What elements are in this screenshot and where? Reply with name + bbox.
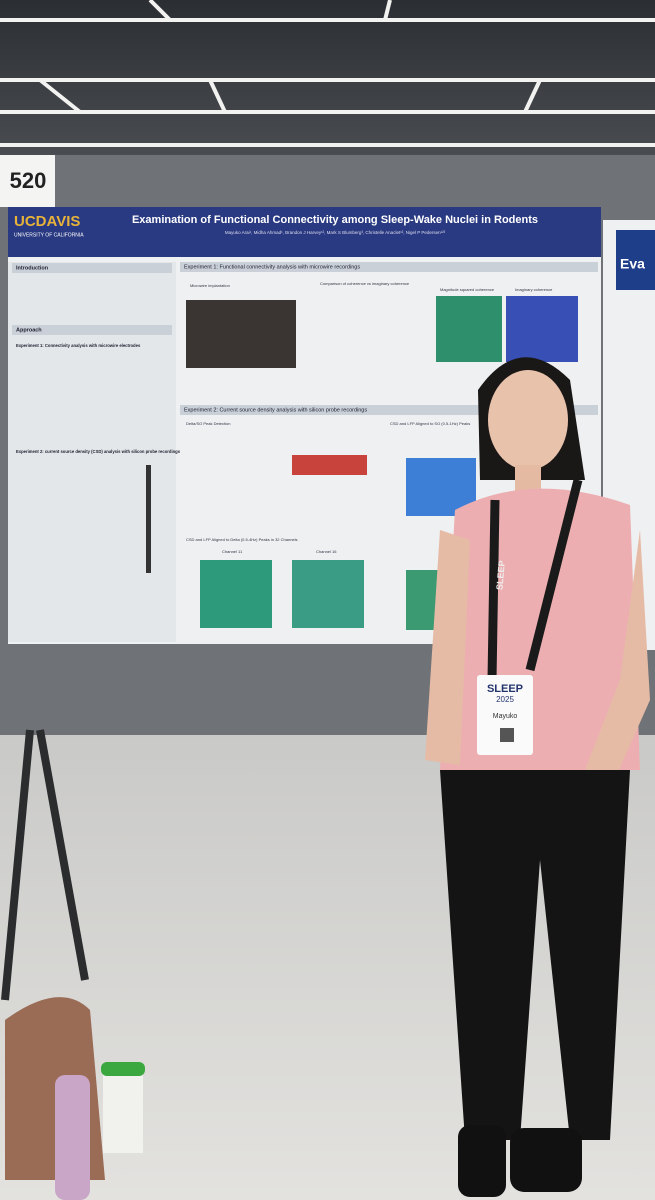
panel-label: CSD and LFP Aligned to Delta (0.5-4Hz) P…: [186, 537, 298, 542]
section-heading: Experiment 1: Connectivity analysis with…: [16, 343, 141, 348]
bottle: [55, 1075, 90, 1200]
next-poster-title: Eva: [620, 256, 645, 272]
exp2-heading: Experiment 2: Current source density ana…: [184, 407, 367, 413]
panel-label: CSD and LFP Aligned to SO (0.5-1Hz) Peak…: [390, 421, 470, 426]
poster-authors: Mayuko Arai¹, Midha Ahmad¹, Brandon J Ha…: [225, 230, 446, 235]
poster-header: [8, 207, 601, 257]
badge-name: Mayuko: [493, 713, 518, 720]
exp1-heading: Experiment 1: Functional connectivity an…: [184, 264, 360, 270]
cup-lid: [101, 1062, 145, 1076]
lanyard-text: SLEEP: [494, 560, 507, 590]
badge-year: 2025: [496, 695, 514, 704]
panel-label: Imaginary coherence: [515, 287, 553, 292]
exp2-bar: [180, 405, 598, 415]
panel-label: Comparison of coherence vs imaginary coh…: [320, 281, 410, 286]
ceiling-lights: [0, 0, 655, 147]
badge-event: SLEEP: [487, 683, 523, 695]
figures: [146, 296, 578, 630]
next-poster-header: [616, 230, 655, 290]
badge: [477, 675, 533, 755]
panel-label: Channel 16: [316, 549, 337, 554]
booth-sign: [0, 155, 55, 207]
section-heading: Introduction: [16, 265, 49, 271]
exp1-bar: [180, 262, 598, 272]
poster-title: Examination of Functional Connectivity a…: [132, 214, 538, 226]
panel-label: Channel 11: [222, 549, 243, 554]
cup: [103, 1068, 143, 1153]
booth-number: 520: [10, 168, 47, 193]
panel-label: Delta/SO Peak Detection: [186, 421, 230, 426]
logo-sub: UNIVERSITY OF CALIFORNIA: [14, 232, 84, 238]
logo: UCDAVIS: [14, 213, 80, 230]
section-heading: Experiment 2: current source density (CS…: [16, 449, 181, 454]
section-bar: [12, 325, 172, 335]
easel: [1, 729, 89, 1001]
badge-qr: [500, 728, 514, 742]
section-bar: [12, 263, 172, 273]
panel-label: Magnitude squared coherence: [440, 287, 495, 292]
panel-label: Microwire implantation: [190, 283, 230, 288]
section-heading: Approach: [16, 327, 42, 333]
